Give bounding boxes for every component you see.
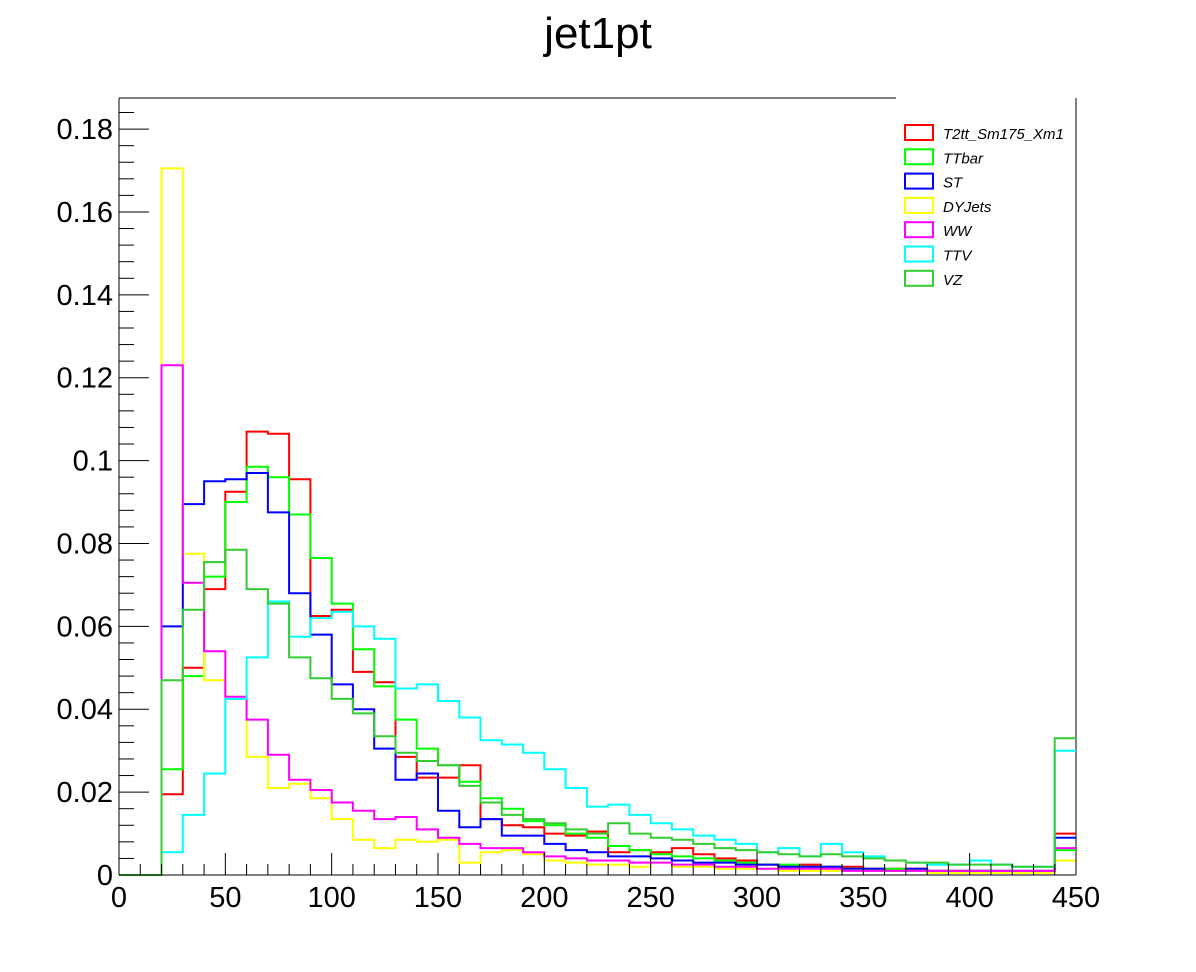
y-tick-label: 0.06 xyxy=(57,611,113,643)
legend-label: ST xyxy=(943,175,964,192)
x-tick-label: 200 xyxy=(520,882,568,914)
legend: T2tt_Sm175_Xm1 TTbar ST DYJets WW TTV VZ xyxy=(904,124,1064,289)
plot-frame xyxy=(119,97,1077,875)
y-tick-label: 0.12 xyxy=(57,363,113,395)
x-tick-label: 50 xyxy=(209,882,241,914)
legend-swatch xyxy=(904,124,934,141)
y-tick-label: 0.02 xyxy=(57,777,113,809)
legend-swatch xyxy=(904,148,934,166)
x-tick-label: 400 xyxy=(945,882,993,914)
chart-title: jet1pt xyxy=(542,9,652,58)
legend-label: VZ xyxy=(943,272,963,289)
x-tick-label: 150 xyxy=(414,882,462,914)
series-line-6 xyxy=(119,548,1076,876)
y-tick-label: 0.14 xyxy=(57,280,113,312)
series-line-2 xyxy=(119,472,1076,876)
y-tick-label: 0.16 xyxy=(57,197,113,229)
y-tick-label: 0.1 xyxy=(73,446,113,478)
series-line-1 xyxy=(119,465,1076,876)
legend-label: WW xyxy=(943,223,973,240)
y-tick-label: 0 xyxy=(97,860,113,892)
legend-swatch xyxy=(904,245,934,263)
x-tick-label: 100 xyxy=(307,882,355,914)
legend-swatch xyxy=(904,221,934,239)
y-tick-label: 0.08 xyxy=(57,528,113,560)
y-tick-label: 0.18 xyxy=(57,114,113,146)
legend-swatch xyxy=(904,172,934,190)
legend-swatch xyxy=(904,269,934,287)
x-tick-label: 450 xyxy=(1052,882,1100,914)
x-tick-label: 300 xyxy=(733,882,781,914)
legend-label: DYJets xyxy=(943,199,992,216)
y-tick-label: 0.04 xyxy=(57,694,113,726)
x-tick-label: 350 xyxy=(839,882,887,914)
axes: 0 0.02 0.04 0.06 0.08 0.1 0.12 0.14 0.16 0.18 0 50 1… xyxy=(57,98,1100,914)
series-line-0 xyxy=(119,430,1076,876)
x-tick-label: 250 xyxy=(626,882,674,914)
legend-label: T2tt_Sm175_Xm1 xyxy=(943,126,1064,143)
histogram-series xyxy=(119,167,1076,876)
legend-swatch xyxy=(904,196,934,214)
legend-label: TTV xyxy=(943,248,973,265)
series-line-4 xyxy=(119,364,1076,876)
x-tick-label: 0 xyxy=(111,882,127,914)
legend-label: TTbar xyxy=(943,150,984,167)
